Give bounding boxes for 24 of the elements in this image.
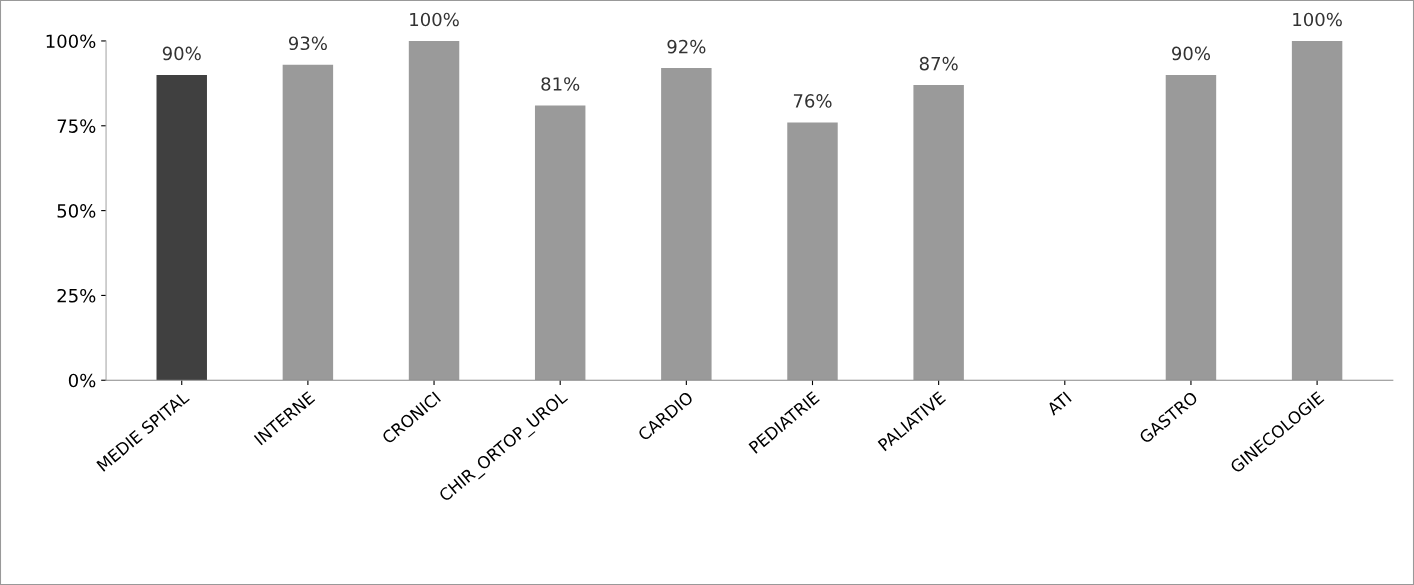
data-label: 92% [667,39,706,54]
bar [534,105,586,381]
data-label: 81% [541,77,580,91]
bar [787,122,838,381]
data-label: 100% [410,12,459,27]
y-tick-label: 75% [57,119,96,133]
bar [156,74,207,381]
data-label: 87% [919,56,958,71]
bar [913,85,964,381]
y-tick-label: 50% [57,204,96,218]
bar [1165,74,1217,381]
bar [1291,40,1343,381]
data-label: 100% [1293,12,1342,27]
y-tick-label: 0% [68,373,96,388]
bar [661,68,712,381]
data-label: 76% [793,94,832,108]
data-label: 93% [288,36,327,51]
x-tick-label: ATI [1045,391,1072,416]
y-tick-label: 100% [46,34,96,49]
y-tick-label: 25% [57,288,96,303]
bar [408,40,460,381]
data-label: 90% [1172,46,1211,61]
bar [282,64,334,381]
data-label: 90% [162,46,201,61]
